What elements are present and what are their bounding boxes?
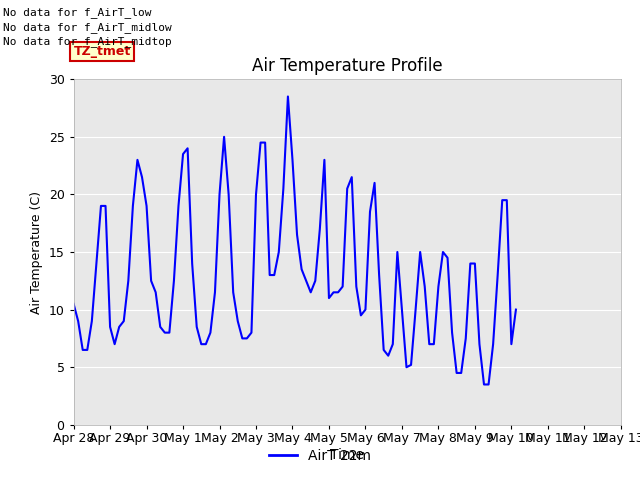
- X-axis label: Time: Time: [330, 447, 364, 462]
- Text: TZ_tmet: TZ_tmet: [74, 45, 131, 58]
- Text: No data for f_AirT_low: No data for f_AirT_low: [3, 7, 152, 18]
- Title: Air Temperature Profile: Air Temperature Profile: [252, 57, 442, 75]
- Y-axis label: Air Temperature (C): Air Temperature (C): [30, 191, 43, 313]
- Text: No data for f_AirT_midlow: No data for f_AirT_midlow: [3, 22, 172, 33]
- Legend: AirT 22m: AirT 22m: [264, 443, 376, 468]
- Text: No data for f_AirT_midtop: No data for f_AirT_midtop: [3, 36, 172, 47]
